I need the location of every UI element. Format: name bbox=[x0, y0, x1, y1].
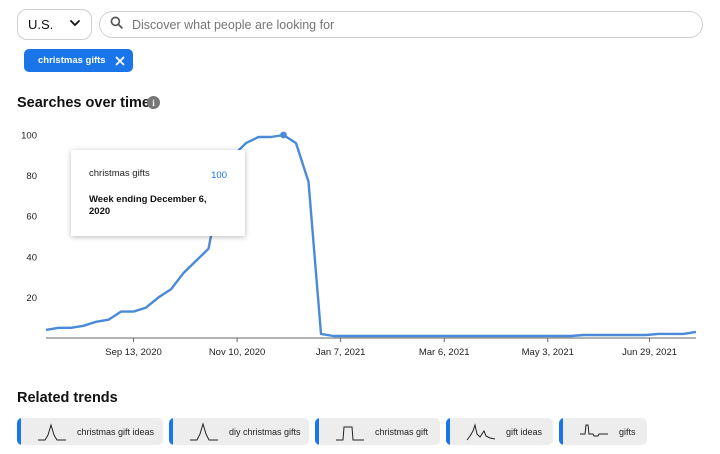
highlight-point[interactable] bbox=[280, 131, 287, 139]
filter-chip[interactable]: christmas gifts bbox=[24, 49, 133, 72]
search-input[interactable] bbox=[130, 16, 692, 33]
related-trends: christmas gift ideas diy christmas gifts… bbox=[17, 418, 653, 445]
search-bar bbox=[99, 11, 703, 38]
filter-chip-label: christmas gifts bbox=[38, 55, 106, 66]
sparkline-icon bbox=[38, 422, 66, 440]
trend-accent-bar bbox=[315, 418, 319, 445]
sparkline-icon bbox=[466, 422, 496, 440]
trend-label: diy christmas gifts bbox=[229, 426, 301, 437]
trend-accent-bar bbox=[446, 418, 450, 445]
trend-accent-bar bbox=[169, 418, 173, 445]
trend-label: gifts bbox=[619, 426, 636, 437]
x-tick-label: Jun 29, 2021 bbox=[622, 347, 677, 358]
search-icon bbox=[110, 16, 123, 34]
chevron-down-icon bbox=[69, 17, 81, 32]
x-tick-label: Nov 10, 2020 bbox=[209, 347, 266, 358]
section-title-related: Related trends bbox=[17, 390, 118, 406]
x-tick-label: May 3, 2021 bbox=[522, 347, 574, 358]
related-trend-gifts[interactable]: gifts bbox=[559, 418, 647, 445]
trend-accent-bar bbox=[559, 418, 563, 445]
sparkline-icon bbox=[190, 421, 218, 440]
chart-canvas: 20 40 60 80 100 Sep 13, 2020 Nov 10, 2020 Jan … bbox=[21, 131, 697, 358]
related-trend-christmas-gift[interactable]: christmas gift bbox=[315, 418, 440, 445]
y-tick-label: 100 bbox=[21, 131, 37, 142]
series-line bbox=[45, 133, 697, 338]
sparkline-icon bbox=[336, 426, 364, 440]
y-tick-label: 80 bbox=[26, 171, 37, 182]
tooltip-value: 100 bbox=[211, 170, 227, 181]
x-tick-label: Sep 13, 2020 bbox=[105, 347, 162, 358]
y-tick-label: 40 bbox=[26, 252, 37, 263]
region-select[interactable]: U.S. bbox=[17, 9, 92, 40]
tooltip-term: christmas gifts bbox=[89, 168, 150, 179]
trend-label: gift ideas bbox=[506, 426, 543, 437]
trend-label: christmas gift ideas bbox=[77, 426, 155, 437]
x-tick-label: Jan 7, 2021 bbox=[316, 347, 366, 358]
related-trend-diy-christmas-gifts[interactable]: diy christmas gifts bbox=[169, 418, 309, 445]
trend-accent-bar bbox=[17, 418, 21, 445]
sparkline-icon bbox=[580, 424, 608, 436]
searches-chart: 20 40 60 80 100 Sep 13, 2020 Nov 10, 2020 Jan … bbox=[0, 120, 720, 365]
chart-tooltip: christmas gifts 100 Week ending December… bbox=[71, 150, 245, 236]
related-trend-christmas-gift-ideas[interactable]: christmas gift ideas bbox=[17, 418, 163, 445]
related-trend-gift-ideas[interactable]: gift ideas bbox=[446, 418, 553, 445]
section-title-searches: Searches over time bbox=[17, 95, 150, 111]
tooltip-week: Week ending December 6, 2020 bbox=[89, 194, 207, 217]
info-icon[interactable]: i bbox=[147, 96, 160, 109]
y-tick-label: 20 bbox=[26, 293, 37, 304]
region-value: U.S. bbox=[28, 17, 54, 32]
x-tick-label: Mar 6, 2021 bbox=[419, 347, 470, 358]
trend-label: christmas gift bbox=[375, 426, 429, 437]
y-tick-label: 60 bbox=[26, 212, 37, 223]
close-icon[interactable] bbox=[115, 56, 125, 66]
